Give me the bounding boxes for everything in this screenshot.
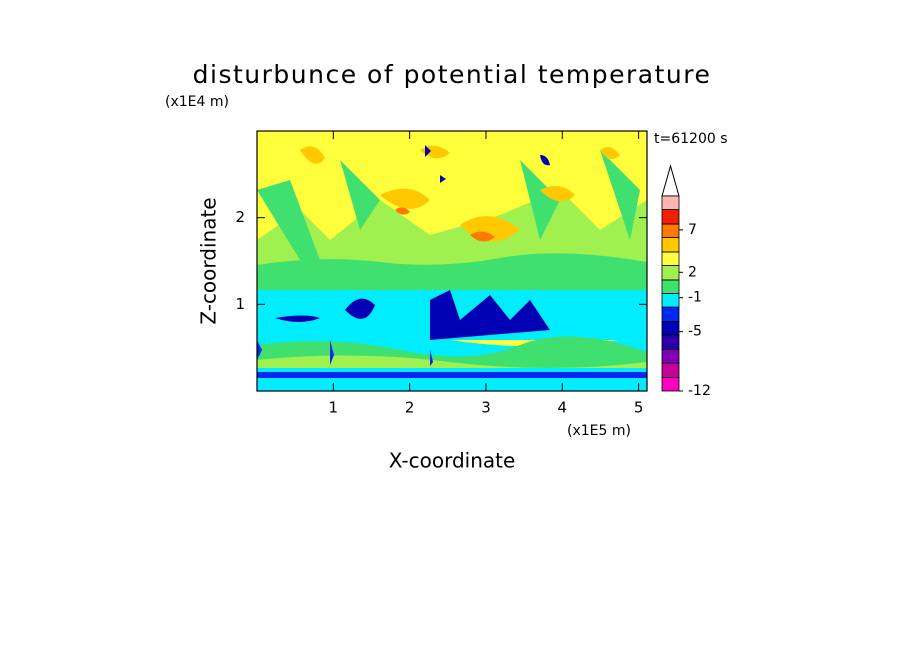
contour-fill [395, 207, 495, 242]
plot-frame [256, 130, 648, 392]
colorbar-segment [661, 223, 680, 238]
y-unit: (x1E4 m) [165, 94, 229, 110]
x-unit: (x1E5 m) [567, 423, 631, 439]
x-tick-label: 5 [634, 399, 644, 417]
contour-fill [300, 145, 620, 242]
y-tick-label: 1 [235, 295, 245, 313]
colorbar-segment [661, 306, 680, 322]
x-tick-label: 1 [329, 399, 339, 417]
colorbar-tick-label: -1 [688, 290, 702, 306]
colorbar-tick-label: 2 [688, 264, 697, 280]
y-tick-label: 2 [235, 208, 245, 226]
colorbar-segment [661, 293, 680, 308]
colorbar-segment [661, 209, 680, 225]
x-tick-label: 3 [481, 399, 491, 417]
colorbar-segment [661, 377, 680, 392]
colorbar-segment [661, 195, 680, 210]
contour-fill [275, 290, 550, 340]
colorbar-segment [661, 237, 680, 253]
colorbar-segment [661, 334, 680, 350]
chart-title: disturbunce of potential temperature [193, 60, 712, 89]
colorbar-segment [661, 265, 680, 281]
colorbar-segment [661, 251, 680, 266]
colorbar-segment [661, 362, 680, 378]
y-axis-label: Z-coordinate [197, 197, 221, 324]
contour-fill [257, 150, 640, 260]
x-tick-label: 2 [405, 399, 415, 417]
colorbar-segment [661, 349, 680, 364]
contour-fill [257, 355, 647, 368]
contour-fill [257, 368, 647, 391]
contour-field [257, 131, 647, 391]
colorbar-extension [661, 164, 680, 197]
contour-fill [257, 253, 647, 292]
colorbar-segment [661, 279, 680, 294]
colorbar-tick-label: -12 [688, 383, 711, 399]
x-axis-label: X-coordinate [389, 449, 516, 473]
contour-fill [257, 372, 647, 378]
x-tick-label: 4 [558, 399, 568, 417]
colorbar-tick-label: 7 [688, 222, 697, 238]
colorbar-segment [661, 321, 680, 336]
annotation: t=61200 s [654, 131, 728, 147]
colorbar-tick-label: -5 [688, 324, 702, 340]
